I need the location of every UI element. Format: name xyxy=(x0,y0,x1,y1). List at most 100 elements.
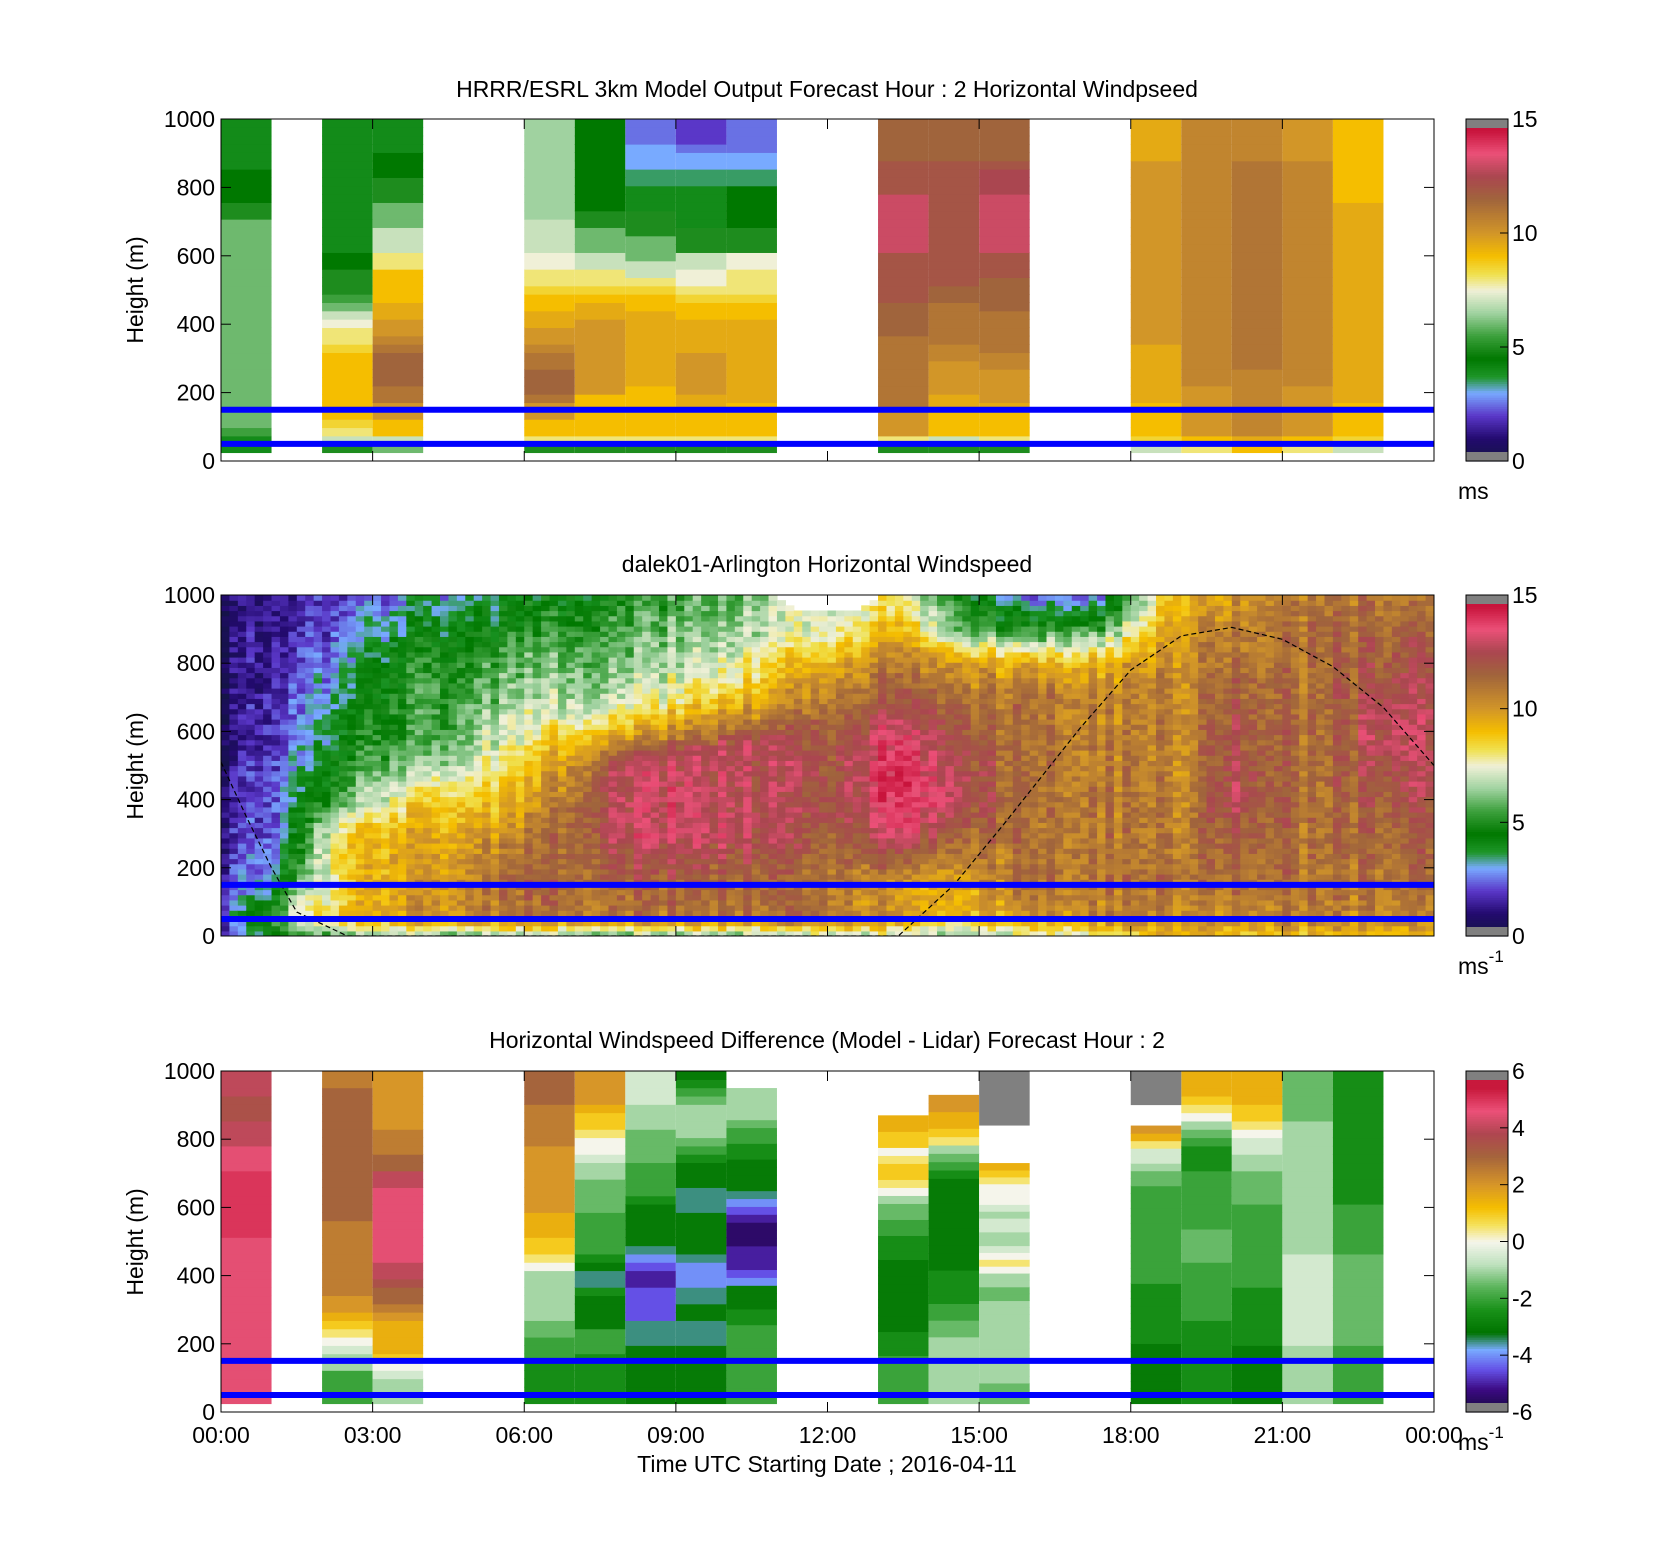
heatmap-cell xyxy=(583,657,593,663)
colorbar-segment xyxy=(1466,166,1508,170)
heatmap-cell xyxy=(322,801,332,808)
heatmap-cell xyxy=(524,285,575,295)
heatmap-cell xyxy=(347,719,357,725)
colorbar-segment xyxy=(1466,410,1508,414)
heatmap-cell xyxy=(743,760,753,767)
heatmap-cell xyxy=(440,806,450,813)
heatmap-cell xyxy=(650,615,660,622)
heatmap-cell xyxy=(566,786,576,792)
heatmap-cell xyxy=(246,775,256,782)
heatmap-cell xyxy=(221,344,272,354)
y-tick-label: 600 xyxy=(177,243,215,269)
heatmap-cell xyxy=(389,682,399,689)
heatmap-cell xyxy=(355,677,365,684)
colorbar-segment xyxy=(1466,128,1508,131)
heatmap-cell xyxy=(642,729,652,736)
heatmap-cell xyxy=(364,796,374,803)
heatmap-cell xyxy=(330,615,340,622)
heatmap-cell xyxy=(1231,302,1283,312)
heatmap-cell xyxy=(642,750,652,756)
heatmap-cell xyxy=(389,631,399,637)
heatmap-cell xyxy=(406,765,416,772)
heatmap-cell xyxy=(524,152,575,162)
heatmap-cell xyxy=(726,724,736,730)
heatmap-cell xyxy=(448,822,458,829)
heatmap-cell xyxy=(498,817,508,823)
heatmap-cell xyxy=(675,806,685,813)
heatmap-cell xyxy=(675,899,685,906)
heatmap-cell xyxy=(364,910,374,916)
heatmap-cell xyxy=(709,651,719,658)
heatmap-cell xyxy=(330,724,340,730)
heatmap-cell xyxy=(642,760,652,767)
heatmap-cell xyxy=(524,369,575,379)
heatmap-cell xyxy=(633,832,643,839)
heatmap-cell xyxy=(557,894,567,901)
heatmap-cell xyxy=(288,615,298,622)
heatmap-cell xyxy=(709,636,719,643)
heatmap-cell xyxy=(490,760,500,767)
heatmap-cell xyxy=(397,843,407,849)
heatmap-cell xyxy=(574,410,626,420)
heatmap-cell xyxy=(355,693,365,699)
heatmap-cell xyxy=(406,868,416,875)
heatmap-cell xyxy=(600,626,610,632)
heatmap-cell xyxy=(330,636,340,643)
heatmap-cell xyxy=(347,817,357,823)
heatmap-cell xyxy=(600,677,610,684)
heatmap-cell xyxy=(296,688,306,694)
heatmap-cell xyxy=(566,843,576,849)
colorbar-segment xyxy=(1466,239,1508,243)
heatmap-cell xyxy=(726,667,736,674)
heatmap-cell xyxy=(625,269,676,278)
heatmap-cell xyxy=(557,781,567,787)
heatmap-cell xyxy=(566,724,576,730)
heatmap-cell xyxy=(650,832,660,839)
heatmap-cell xyxy=(616,874,626,880)
heatmap-cell xyxy=(498,755,508,761)
heatmap-cell xyxy=(423,729,433,736)
heatmap-cell xyxy=(566,801,576,808)
heatmap-cell xyxy=(566,667,576,674)
heatmap-cell xyxy=(338,765,348,772)
heatmap-cell xyxy=(524,698,534,705)
heatmap-cell xyxy=(532,682,542,689)
heatmap-cell xyxy=(296,853,306,860)
heatmap-cell xyxy=(490,848,500,854)
heatmap-cell xyxy=(726,335,777,345)
heatmap-cell xyxy=(1181,127,1232,137)
heatmap-cell xyxy=(330,708,340,715)
heatmap-cell xyxy=(271,770,281,777)
heatmap-cell xyxy=(498,610,508,617)
heatmap-cell xyxy=(1282,352,1333,362)
heatmap-cell xyxy=(625,127,676,137)
heatmap-cell xyxy=(279,750,289,756)
heatmap-cell xyxy=(684,646,694,653)
heatmap-cell xyxy=(279,868,289,875)
heatmap-cell xyxy=(532,734,542,741)
heatmap-cell xyxy=(1181,135,1232,145)
heatmap-cell xyxy=(237,605,247,612)
heatmap-cell xyxy=(456,729,466,736)
heatmap-cell xyxy=(667,801,677,808)
heatmap-cell xyxy=(692,848,702,854)
heatmap-cell xyxy=(557,760,567,767)
heatmap-cell xyxy=(583,693,593,699)
heatmap-cell xyxy=(330,760,340,767)
heatmap-cell xyxy=(717,677,728,684)
heatmap-cell xyxy=(305,817,315,823)
heatmap-cell xyxy=(1282,244,1333,253)
heatmap-cell xyxy=(583,708,593,715)
heatmap-cell xyxy=(675,294,727,303)
colorbar-segment xyxy=(1466,160,1508,163)
heatmap-cell xyxy=(709,693,719,699)
heatmap-cell xyxy=(507,724,517,730)
heatmap-cell xyxy=(288,703,298,710)
heatmap-cell xyxy=(717,750,728,756)
heatmap-cell xyxy=(448,600,458,606)
heatmap-cell xyxy=(1231,444,1283,454)
heatmap-cell xyxy=(313,693,323,699)
heatmap-cell xyxy=(532,781,542,787)
heatmap-cell xyxy=(675,620,685,627)
heatmap-cell xyxy=(423,868,433,875)
